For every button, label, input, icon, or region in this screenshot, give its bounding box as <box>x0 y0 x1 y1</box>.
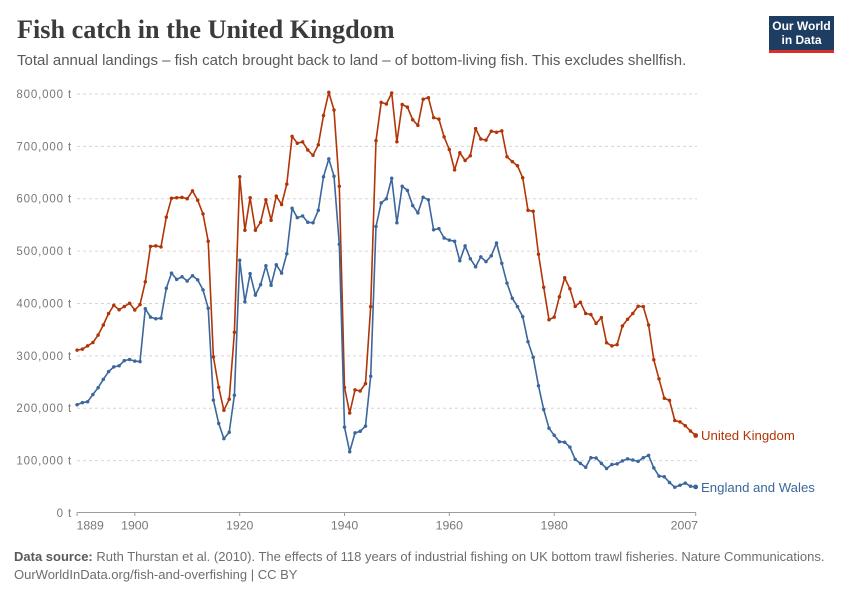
svg-text:100,000 t: 100,000 t <box>16 456 72 468</box>
svg-text:United Kingdom: United Kingdom <box>701 428 795 443</box>
svg-text:600,000 t: 600,000 t <box>16 194 72 206</box>
svg-text:1980: 1980 <box>541 519 569 533</box>
svg-text:400,000 t: 400,000 t <box>16 299 72 311</box>
svg-text:1920: 1920 <box>226 519 254 533</box>
svg-text:500,000 t: 500,000 t <box>16 246 72 258</box>
svg-text:300,000 t: 300,000 t <box>16 351 72 363</box>
svg-text:1940: 1940 <box>331 519 359 533</box>
svg-text:800,000 t: 800,000 t <box>16 89 72 101</box>
svg-text:0 t: 0 t <box>57 508 72 520</box>
svg-text:1889: 1889 <box>77 519 105 533</box>
svg-text:700,000 t: 700,000 t <box>16 141 72 153</box>
svg-text:1900: 1900 <box>121 519 149 533</box>
svg-text:200,000 t: 200,000 t <box>16 403 72 415</box>
svg-text:1960: 1960 <box>436 519 464 533</box>
svg-text:England and Wales: England and Wales <box>701 480 815 495</box>
svg-text:2007: 2007 <box>671 519 699 533</box>
